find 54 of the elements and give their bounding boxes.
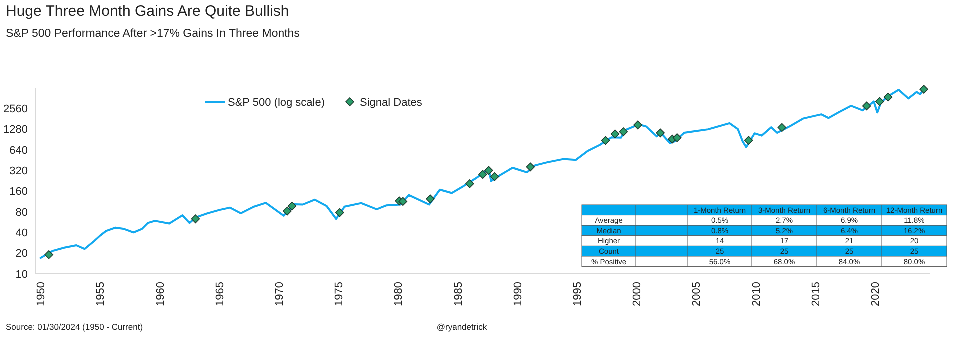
point	[610, 130, 620, 139]
x-tick-label: 1980	[393, 282, 406, 306]
text: @ryandetrick	[436, 322, 488, 332]
point	[634, 120, 642, 130]
y-tick-label: 160	[10, 186, 28, 198]
point	[490, 172, 500, 182]
point	[920, 85, 928, 94]
point	[862, 102, 872, 111]
x-tick-label: 2005	[691, 282, 704, 306]
x-tick-label: 2010	[750, 282, 763, 306]
y-tick-label: 10	[16, 268, 28, 281]
y-tick-label: 2560	[4, 104, 28, 116]
point	[336, 208, 344, 218]
chart-subtitle: S&P 500 Performance After >17% Gains In Three Months	[6, 28, 300, 40]
legend-label: S&P 500 (log scale)	[228, 96, 326, 109]
x-tick-label: 1950	[36, 282, 48, 306]
x-tick-label: 2000	[632, 282, 644, 306]
point	[778, 123, 787, 132]
point	[744, 136, 754, 145]
point	[288, 202, 297, 211]
y-tick-label: 640	[10, 144, 28, 157]
point	[484, 166, 494, 176]
chart-title: Huge Three Month Gains Are Quite Bullish	[6, 3, 290, 20]
point	[656, 128, 666, 138]
x-tick-label: 1985	[452, 282, 465, 306]
point	[876, 97, 884, 106]
source-note: Source: 01/30/2024 (1950 - Current)	[6, 322, 144, 332]
point	[601, 136, 610, 146]
x-tick-label: 1990	[512, 282, 524, 306]
x-tick-label: 1965	[214, 282, 226, 306]
point	[478, 170, 488, 180]
x-tick-label: 1960	[154, 282, 167, 306]
x-tick-label: 2020	[870, 282, 882, 306]
point	[672, 134, 682, 142]
point	[191, 214, 200, 224]
point	[426, 194, 435, 204]
point	[884, 92, 893, 102]
y-tick-label: 40	[16, 228, 28, 240]
x-tick-label: 1970	[274, 282, 286, 306]
point	[526, 162, 536, 172]
legend-label: Signal Dates	[360, 96, 423, 109]
point	[283, 206, 292, 216]
x-tick-label: 2015	[810, 282, 822, 306]
point	[398, 197, 408, 206]
point	[465, 180, 474, 188]
point	[44, 250, 54, 260]
x-tick-label: 1955	[95, 282, 108, 306]
y-tick-label: 320	[10, 166, 28, 178]
point	[619, 128, 628, 136]
y-tick-label: 80	[16, 206, 28, 219]
y-tick-label: 20	[16, 248, 28, 260]
y-tick-label: 1280	[4, 124, 28, 136]
x-tick-label: 1975	[334, 282, 346, 306]
x-tick-label: 1995	[572, 282, 584, 306]
